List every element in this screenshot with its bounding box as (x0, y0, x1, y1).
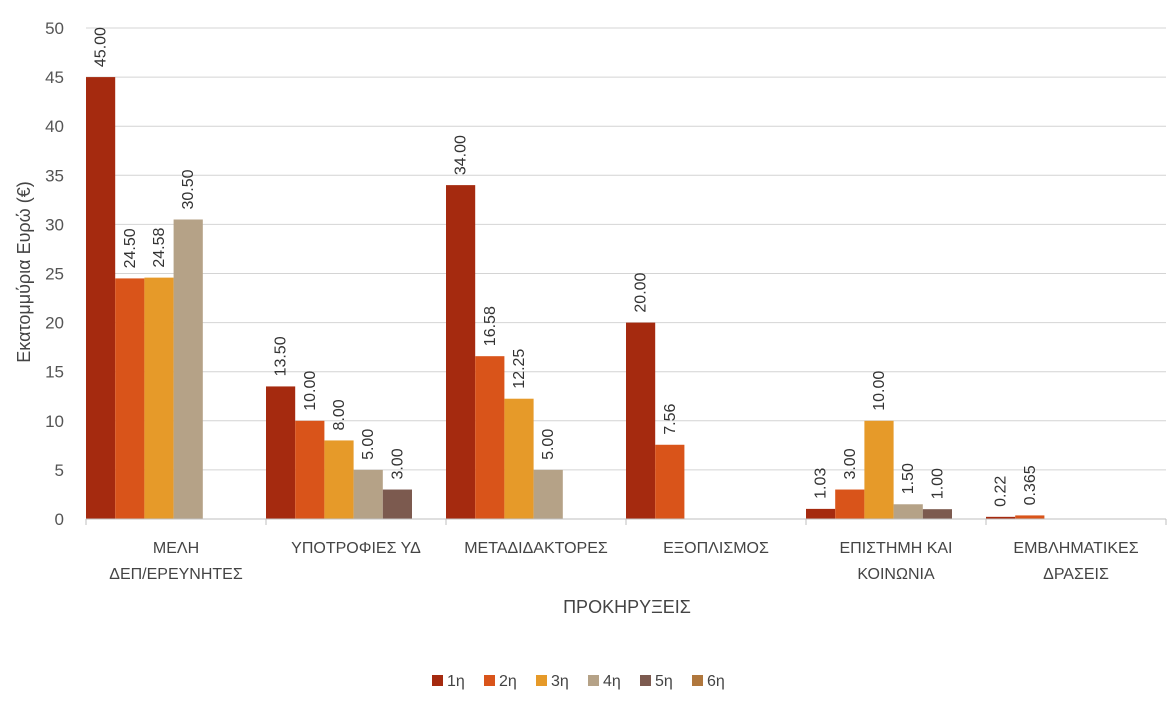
axes-group: 0 5 10 15 20 25 30 35 40 45 50 ΜΕΛΗ ΔΕΠ/ΕΡΕΥΝΗΤΕΣ ΥΠΟ… (45, 19, 1167, 583)
x-tick-label: ΔΡΑΣΕΙΣ (1043, 566, 1109, 583)
y-tick-label: 20 (45, 314, 64, 333)
legend-label: 2η (499, 673, 517, 690)
data-label: 20.00 (633, 272, 650, 312)
data-label: 45.00 (93, 27, 110, 67)
bar (626, 322, 656, 519)
data-label: 3.00 (842, 448, 859, 479)
legend-label: 4η (603, 673, 621, 690)
data-label: 7.56 (662, 404, 679, 435)
legend-label: 3η (551, 673, 569, 690)
y-tick-label: 0 (55, 510, 64, 529)
x-tick-label: ΔΕΠ/ΕΡΕΥΝΗΤΕΣ (109, 566, 243, 583)
data-label: 0.22 (993, 476, 1010, 507)
bar (86, 77, 116, 519)
legend-swatch (432, 675, 443, 686)
legend-label: 1η (447, 673, 465, 690)
bar (382, 489, 412, 519)
data-label: 10.00 (871, 371, 888, 411)
x-tick-label: ΕΜΒΛΗΜΑΤΙΚΕΣ (1013, 540, 1138, 557)
bar (324, 440, 354, 519)
bar (115, 278, 145, 519)
x-tick-label: ΥΠΟΤΡΟΦΙΕΣ ΥΔ (291, 540, 421, 557)
y-axis-title: Εκατομμύρια Ευρώ (€) (14, 181, 34, 362)
legend-label: 6η (707, 673, 725, 690)
legend-swatch (640, 675, 651, 686)
bar (533, 469, 563, 519)
data-label: 12.25 (511, 349, 528, 389)
y-tick-label: 30 (45, 215, 64, 234)
legend-swatch (588, 675, 599, 686)
bar (655, 444, 685, 519)
data-labels-group: 45.00 24.50 24.58 30.50 13.50 10.00 8.00 5.00 3.… (93, 27, 1039, 507)
bar (806, 508, 836, 519)
x-tick-label: ΕΠΙΣΤΗΜΗ ΚΑΙ (839, 540, 952, 557)
bar (1015, 515, 1045, 519)
bar (266, 386, 296, 519)
y-tick-label: 15 (45, 363, 64, 382)
bar (144, 277, 174, 519)
y-tick-label: 5 (55, 461, 64, 480)
data-label: 24.50 (122, 228, 139, 268)
bar (922, 509, 952, 519)
bar (504, 398, 534, 519)
y-tick-label: 35 (45, 166, 64, 185)
data-label: 13.50 (273, 336, 290, 376)
x-axis-title: ΠΡΟΚΗΡΥΞΕΙΣ (563, 597, 691, 617)
bar (835, 489, 865, 519)
y-tick-label: 50 (45, 19, 64, 38)
data-label: 34.00 (453, 135, 470, 175)
x-tick-label: ΕΞΟΠΛΙΣΜΟΣ (663, 540, 769, 557)
data-label: 1.50 (900, 463, 917, 494)
bar (295, 420, 325, 519)
x-tick-label: ΚΟΙΝΩΝΙΑ (857, 566, 935, 583)
bar (864, 420, 894, 519)
bar (446, 185, 476, 519)
legend-swatch (536, 675, 547, 686)
y-tick-label: 45 (45, 68, 64, 87)
data-label: 16.58 (482, 306, 499, 346)
y-tick-label: 25 (45, 265, 64, 284)
y-tick-label: 10 (45, 412, 64, 431)
x-tick-label: ΜΕΛΗ (153, 540, 199, 557)
data-label: 1.00 (929, 468, 946, 499)
data-label: 5.00 (540, 429, 557, 460)
x-tick-label: ΜΕΤΑΔΙΔΑΚΤΟΡΕΣ (464, 540, 608, 557)
data-label: 30.50 (180, 169, 197, 209)
data-label: 1.03 (813, 468, 830, 499)
legend: 1η 2η 3η 4η 5η 6η (432, 673, 725, 690)
bars-group (86, 77, 1045, 520)
data-label: 5.00 (360, 429, 377, 460)
data-label: 3.00 (389, 448, 406, 479)
data-label: 8.00 (331, 399, 348, 430)
legend-swatch (484, 675, 495, 686)
y-tick-label: 40 (45, 117, 64, 136)
legend-swatch (692, 675, 703, 686)
bar (475, 356, 505, 519)
legend-label: 5η (655, 673, 673, 690)
bar (173, 219, 203, 520)
bar (986, 516, 1016, 519)
data-label: 10.00 (302, 371, 319, 411)
bar (353, 469, 383, 519)
data-label: 0.365 (1022, 465, 1039, 505)
bar (893, 504, 923, 519)
data-label: 24.58 (151, 227, 168, 267)
